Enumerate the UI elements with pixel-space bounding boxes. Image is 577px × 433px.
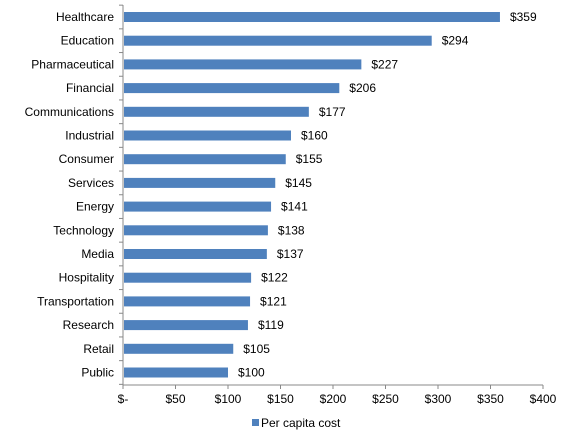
data-label: $359 (510, 10, 537, 24)
x-tick-label: $400 (530, 392, 557, 406)
bar (124, 177, 276, 188)
bar (124, 320, 248, 331)
bar (124, 130, 291, 141)
category-label: Transportation (37, 294, 114, 308)
data-label: $227 (371, 57, 398, 71)
category-label: Consumer (59, 152, 114, 166)
data-label: $177 (319, 105, 346, 119)
data-label: $138 (278, 223, 305, 237)
data-label: $122 (261, 271, 288, 285)
bar (124, 343, 234, 354)
bar (124, 83, 340, 94)
data-label: $105 (243, 342, 270, 356)
bar (124, 296, 251, 307)
x-tick-label: $- (118, 392, 129, 406)
bar (124, 106, 309, 117)
category-label: Pharmaceutical (31, 57, 114, 71)
data-label: $145 (285, 176, 312, 190)
plot-area: Healthcare $359 Education $294 Pharmaceutica… (25, 4, 557, 406)
legend-label: Per capita cost (261, 416, 341, 430)
x-tick-label: $250 (372, 392, 399, 406)
category-label: Communications (25, 105, 114, 119)
data-label: $100 (238, 366, 265, 380)
x-tick-label: $300 (425, 392, 452, 406)
bar (124, 225, 268, 236)
x-tick-label: $150 (267, 392, 294, 406)
data-label: $294 (442, 34, 469, 48)
category-label: Retail (83, 342, 114, 356)
category-label: Research (63, 318, 114, 332)
legend-swatch (252, 419, 259, 426)
x-tick-label: $200 (320, 392, 347, 406)
data-label: $155 (296, 152, 323, 166)
bar (124, 367, 228, 378)
category-label: Services (68, 176, 114, 190)
bar (124, 154, 286, 165)
bar (124, 201, 272, 212)
category-label: Technology (53, 223, 114, 237)
bar (124, 249, 267, 259)
data-label: $160 (301, 129, 328, 143)
legend: Per capita cost (252, 416, 341, 430)
bar (124, 35, 432, 46)
x-tick-label: $100 (215, 392, 242, 406)
category-label: Energy (76, 200, 114, 214)
bar (124, 272, 252, 283)
category-label: Hospitality (59, 271, 114, 285)
data-label: $206 (349, 81, 376, 95)
x-tick-label: $50 (165, 392, 185, 406)
data-label: $141 (281, 200, 308, 214)
category-label: Healthcare (56, 10, 114, 24)
data-label: $137 (277, 247, 304, 261)
data-label: $119 (258, 318, 284, 332)
data-label: $121 (260, 294, 287, 308)
bar (124, 59, 362, 70)
bar (124, 12, 500, 22)
category-label: Public (81, 366, 114, 380)
category-label: Education (61, 34, 114, 48)
category-label: Financial (66, 81, 114, 95)
x-tick-label: $350 (477, 392, 504, 406)
category-label: Industrial (65, 129, 114, 143)
category-label: Media (81, 247, 114, 261)
